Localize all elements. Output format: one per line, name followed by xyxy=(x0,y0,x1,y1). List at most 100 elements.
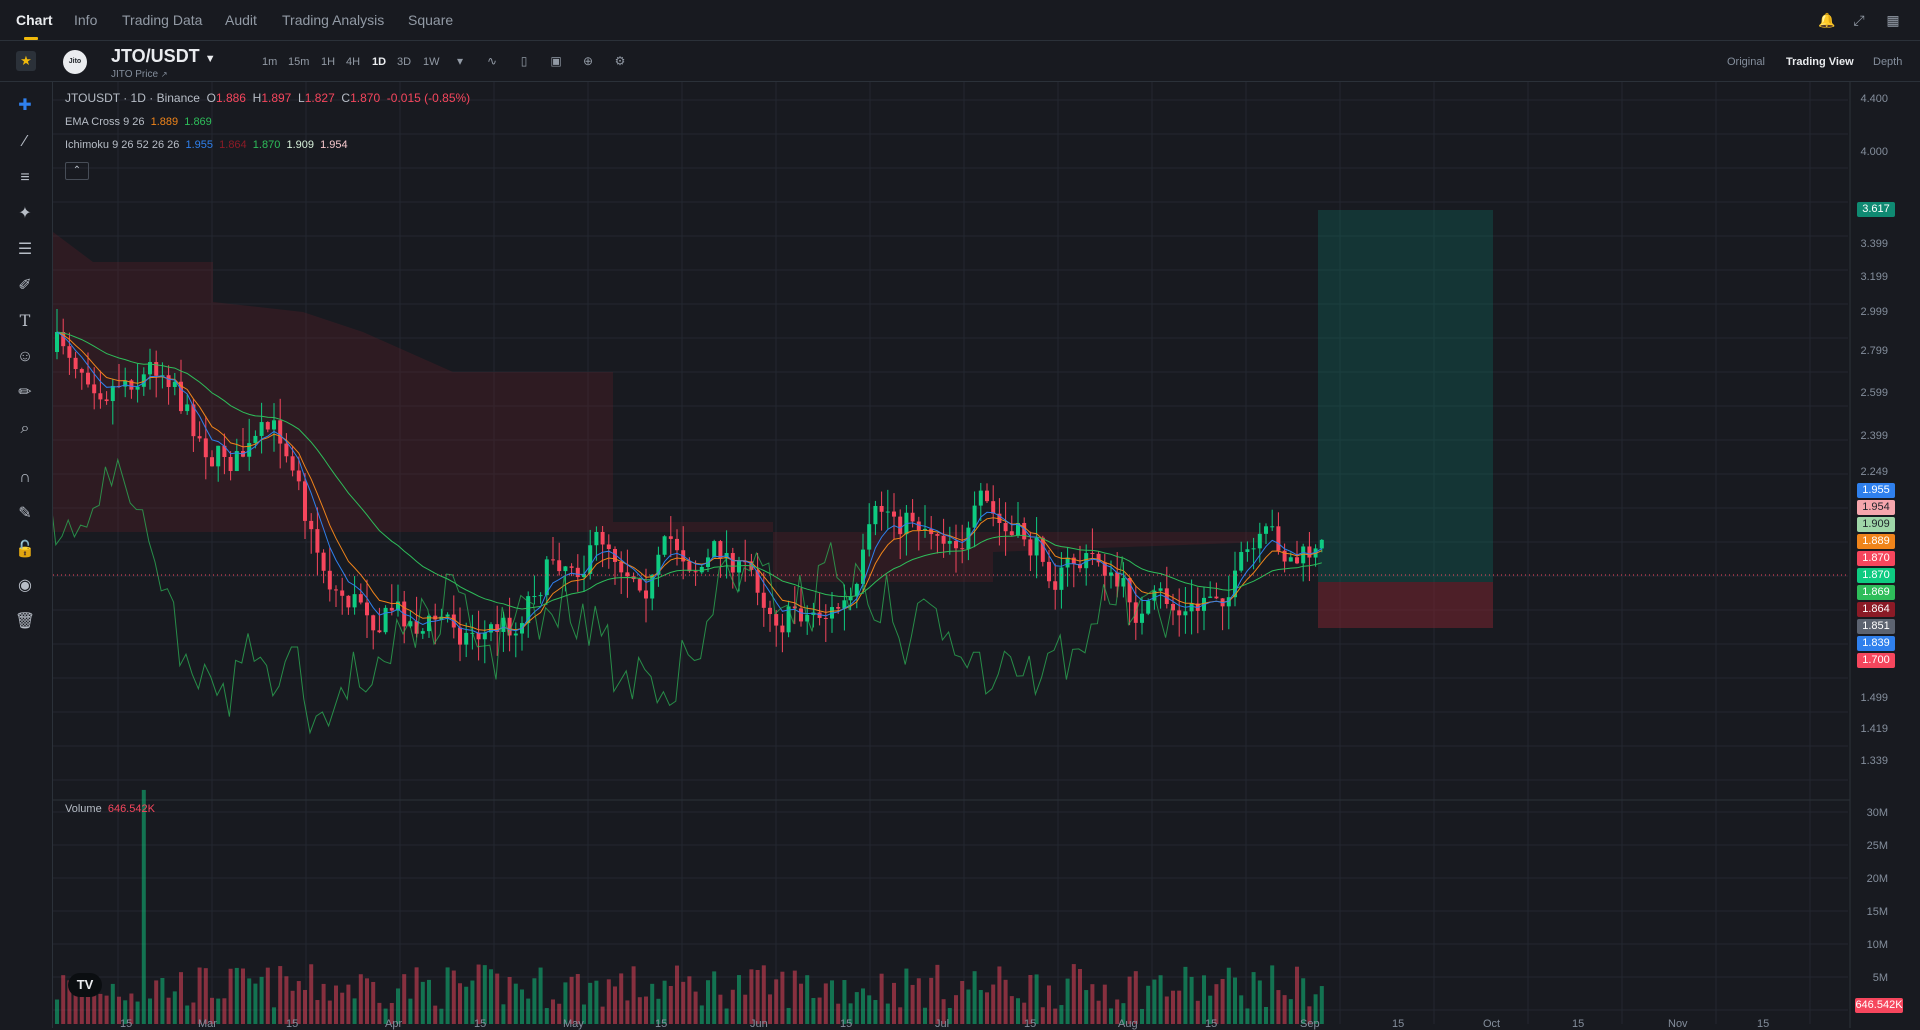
lock-icon[interactable]: 🔓 xyxy=(15,541,35,558)
coin-logo: Jito xyxy=(63,50,87,74)
interval-1w[interactable]: 1W xyxy=(423,56,440,68)
volume-bar xyxy=(73,977,78,1024)
volume-bar xyxy=(358,974,363,1024)
volume-bar xyxy=(154,980,159,1024)
trendline-icon[interactable]: ∕ xyxy=(23,133,27,150)
volume-bar xyxy=(978,989,983,1024)
candle-body xyxy=(774,614,779,626)
ichimoku-label: Ichimoku 9 26 52 26 26 xyxy=(65,139,180,151)
add-icon[interactable]: ⊕ xyxy=(582,54,594,68)
price-chart[interactable] xyxy=(53,82,1853,1028)
ichimoku-value-3: 1.870 xyxy=(252,139,281,151)
volume-bar xyxy=(272,1007,276,1024)
volume-bar xyxy=(817,997,822,1024)
nav-square[interactable]: Square xyxy=(408,12,454,28)
time-tick: 15 xyxy=(120,1018,133,1030)
zoom-in-icon[interactable]: ⌕ xyxy=(20,420,30,437)
interval-1h[interactable]: 1H xyxy=(321,56,336,68)
candle-body xyxy=(854,583,859,597)
candle-body xyxy=(737,561,741,573)
nav-info[interactable]: Info xyxy=(74,12,98,28)
interval-1m[interactable]: 1m xyxy=(262,56,278,68)
eye-icon[interactable]: ◉ xyxy=(18,577,32,594)
layout-grid-icon[interactable]: ▦ xyxy=(1886,12,1900,28)
volume-bar xyxy=(352,998,357,1024)
interval-4h[interactable]: 4H xyxy=(346,56,361,68)
emoji-icon[interactable]: ☺ xyxy=(16,348,34,365)
horizontal-lines-icon[interactable]: ≡ xyxy=(20,169,30,186)
interval-15m[interactable]: 15m xyxy=(288,56,310,68)
view-trading-view[interactable]: Trading View xyxy=(1786,56,1854,68)
volume-bar xyxy=(1152,979,1157,1024)
candle-body xyxy=(1233,570,1237,598)
candle-body xyxy=(482,632,487,640)
fib-icon[interactable]: ☰ xyxy=(17,241,33,258)
volume-bar xyxy=(495,973,500,1024)
collapse-legend-icon[interactable]: ⌃ xyxy=(65,162,89,180)
price-badge: 1.869 xyxy=(1857,585,1895,600)
settings-icon[interactable]: ⚙ xyxy=(614,54,626,68)
view-original[interactable]: Original xyxy=(1727,56,1765,68)
bell-icon[interactable]: 🔔 xyxy=(1818,12,1836,28)
volume-bar xyxy=(1226,967,1231,1024)
volume-bar xyxy=(780,971,785,1024)
volume-bar xyxy=(774,979,779,1024)
volume-bar xyxy=(687,976,692,1024)
interval-3d[interactable]: 3D xyxy=(397,56,412,68)
candle-body xyxy=(1003,523,1008,532)
ichimoku-legend[interactable]: Ichimoku 9 26 52 26 26 1.955 1.864 1.870… xyxy=(65,139,348,151)
volume-bar xyxy=(1251,972,1256,1024)
brush-icon[interactable]: ✐ xyxy=(18,277,32,294)
collapse-icon[interactable]: ⤢ xyxy=(1853,12,1865,28)
star-icon[interactable]: ★ xyxy=(16,51,36,71)
lock-drawing-icon[interactable]: ✎ xyxy=(18,505,32,522)
pair-subtitle[interactable]: JITO Price ↗ xyxy=(111,69,168,80)
change-value: -0.015 (-0.85%) xyxy=(386,91,471,105)
candle-body xyxy=(1009,531,1014,536)
chart-type-icon[interactable]: ▯ xyxy=(520,54,528,68)
volume-bar xyxy=(662,980,667,1024)
time-tick: Oct xyxy=(1483,1018,1501,1030)
candle-body xyxy=(885,511,890,513)
trash-icon[interactable]: 🗑 xyxy=(14,613,36,630)
volume-bar xyxy=(470,980,475,1024)
interval-dropdown-icon[interactable]: ▾ xyxy=(456,54,464,68)
volume-bar xyxy=(365,978,369,1024)
volume-bar xyxy=(1158,975,1163,1024)
volume-bar xyxy=(61,975,66,1024)
view-depth[interactable]: Depth xyxy=(1873,56,1903,68)
nav-trading-analysis[interactable]: Trading Analysis xyxy=(282,12,385,28)
ruler-icon[interactable]: ✏ xyxy=(18,384,32,401)
pattern-icon[interactable]: ✦ xyxy=(18,205,32,222)
camera-icon[interactable]: ▣ xyxy=(550,54,562,68)
crosshair-icon[interactable]: ✚ xyxy=(18,97,32,114)
magnet-icon[interactable]: ∩ xyxy=(19,469,31,486)
volume-bar xyxy=(234,967,239,1024)
volume-bar xyxy=(179,972,183,1024)
volume-bar xyxy=(1022,1002,1027,1024)
nav-audit[interactable]: Audit xyxy=(225,12,257,28)
volume-bar xyxy=(681,981,686,1024)
volume-bar xyxy=(1208,995,1213,1024)
pair-selector[interactable]: JTO/USDT ▼ xyxy=(111,46,216,67)
nav-chart[interactable]: Chart xyxy=(16,12,53,28)
interval-1d[interactable]: 1D xyxy=(372,56,387,68)
indicators-icon[interactable]: ∿ xyxy=(486,54,498,68)
volume-bar xyxy=(836,1003,841,1024)
ema-legend[interactable]: EMA Cross 9 26 1.889 1.869 xyxy=(65,116,212,128)
volume-bar xyxy=(197,967,202,1024)
candle-body xyxy=(340,590,345,596)
volume-bar xyxy=(389,1002,394,1024)
stop-price-badge: 1.700 xyxy=(1857,653,1895,668)
top-nav: Chart Info Trading Data Audit Trading An… xyxy=(0,0,1920,41)
nav-trading-data[interactable]: Trading Data xyxy=(122,12,203,28)
volume-bar xyxy=(1313,994,1318,1024)
volume-bar xyxy=(848,1003,853,1024)
candle-body xyxy=(668,536,673,539)
volume-bar xyxy=(613,986,617,1024)
volume-bar xyxy=(1065,978,1070,1024)
price-tick: 4.400 xyxy=(1860,93,1888,105)
candle-body xyxy=(1040,537,1045,562)
text-icon[interactable]: T xyxy=(19,311,31,330)
candle-body xyxy=(141,374,146,387)
